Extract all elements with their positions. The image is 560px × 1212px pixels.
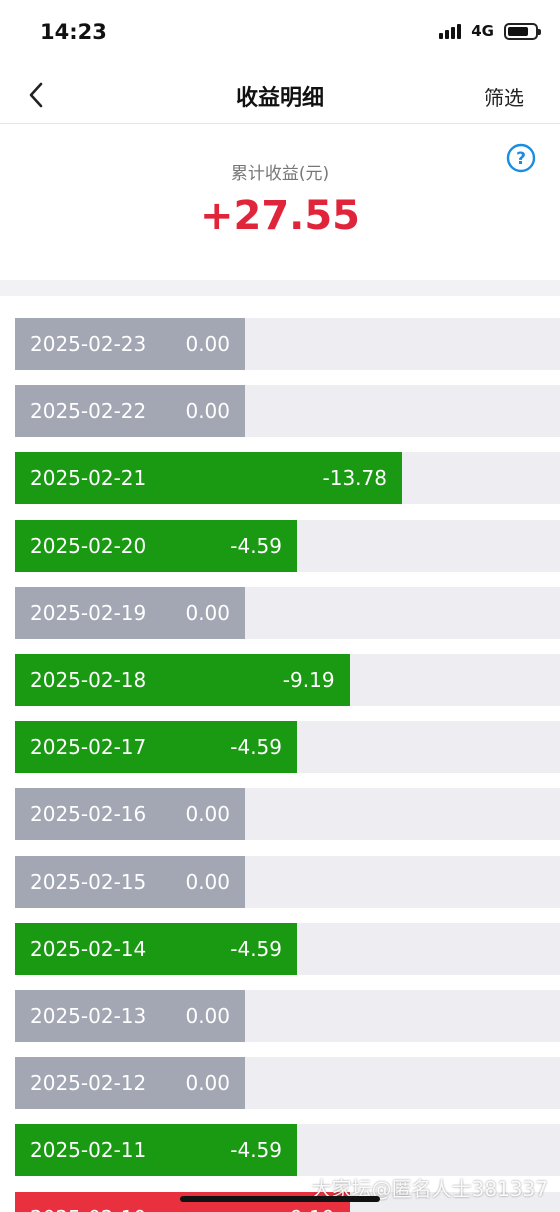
record-value: -4.59 bbox=[230, 936, 282, 961]
total-earnings-value: +27.55 bbox=[199, 193, 361, 239]
record-value: 9.19 bbox=[290, 1192, 335, 1212]
status-indicators: 4G bbox=[439, 22, 541, 40]
earnings-bar: 2025-02-19 0.00 bbox=[15, 586, 245, 639]
total-earnings-label: 累计收益(元) bbox=[230, 164, 330, 184]
list-item[interactable]: 2025-02-11 -4.59 bbox=[15, 1124, 560, 1177]
list-item[interactable]: 2025-02-23 0.00 bbox=[15, 318, 560, 370]
record-date: 2025-02-21 bbox=[30, 466, 147, 491]
record-date: 2025-02-18 bbox=[30, 668, 147, 692]
help-button[interactable]: ? bbox=[506, 143, 536, 173]
filter-button[interactable]: 筛选 bbox=[484, 86, 524, 110]
list-item[interactable]: 2025-02-17 -4.59 bbox=[15, 721, 560, 774]
network-type: 4G bbox=[471, 22, 494, 40]
list-item[interactable]: 2025-02-20 -4.59 bbox=[15, 519, 560, 572]
earnings-bar: 2025-02-16 0.00 bbox=[15, 788, 245, 841]
summary-card: 累计收益(元) +27.55 ? bbox=[0, 125, 560, 280]
record-value: -9.19 bbox=[282, 668, 335, 692]
list-item[interactable]: 2025-02-12 0.00 bbox=[15, 1057, 560, 1110]
earnings-bar: 2025-02-17 -4.59 bbox=[15, 721, 297, 774]
earnings-bar: 2025-02-14 -4.59 bbox=[15, 922, 297, 975]
nav-bar: 收益明细 筛选 bbox=[0, 66, 560, 124]
earnings-bar: 2025-02-20 -4.59 bbox=[15, 519, 297, 572]
earnings-bar: 2025-02-23 0.00 bbox=[15, 318, 245, 370]
section-divider bbox=[0, 280, 560, 296]
list-item[interactable]: 2025-02-19 0.00 bbox=[15, 586, 560, 639]
list-item[interactable]: 2025-02-13 0.00 bbox=[15, 990, 560, 1042]
record-date: 2025-02-12 bbox=[30, 1071, 147, 1096]
svg-text:?: ? bbox=[516, 149, 526, 169]
record-date: 2025-02-10 bbox=[30, 1192, 146, 1212]
record-date: 2025-02-14 bbox=[30, 936, 147, 961]
record-value: -13.78 bbox=[322, 466, 387, 491]
record-date: 2025-02-22 bbox=[30, 399, 147, 424]
record-value: 0.00 bbox=[185, 1071, 230, 1096]
record-date: 2025-02-20 bbox=[30, 533, 147, 558]
question-icon: ? bbox=[506, 143, 536, 173]
status-time: 14:23 bbox=[40, 20, 107, 44]
earnings-bar: 2025-02-18 -9.19 bbox=[15, 654, 350, 706]
record-value: 0.00 bbox=[185, 1004, 230, 1028]
earnings-bar: 2025-02-15 0.00 bbox=[15, 855, 245, 908]
battery-icon bbox=[504, 22, 541, 40]
record-date: 2025-02-13 bbox=[30, 1004, 147, 1028]
record-value: 0.00 bbox=[185, 332, 230, 356]
signal-icon bbox=[439, 23, 462, 39]
status-bar: 14:23 4G bbox=[0, 0, 560, 66]
record-date: 2025-02-11 bbox=[30, 1138, 147, 1163]
record-value: -4.59 bbox=[230, 533, 282, 558]
earnings-bar: 2025-02-22 0.00 bbox=[15, 385, 245, 438]
record-date: 2025-02-17 bbox=[30, 735, 147, 760]
earnings-bar: 2025-02-12 0.00 bbox=[15, 1057, 245, 1110]
chevron-left-icon bbox=[29, 82, 43, 108]
record-date: 2025-02-15 bbox=[30, 869, 147, 894]
record-value: -4.59 bbox=[230, 735, 282, 760]
record-date: 2025-02-16 bbox=[30, 802, 147, 827]
list-item[interactable]: 2025-02-22 0.00 bbox=[15, 385, 560, 438]
record-value: 0.00 bbox=[185, 869, 230, 894]
earnings-list: 2025-02-23 0.00 2025-02-22 0.00 2025-02-21 -1… bbox=[0, 296, 560, 1212]
record-date: 2025-02-19 bbox=[30, 600, 147, 625]
earnings-bar: 2025-02-13 0.00 bbox=[15, 990, 245, 1042]
page-title: 收益明细 bbox=[235, 86, 324, 111]
record-value: -4.59 bbox=[230, 1138, 282, 1163]
home-indicator bbox=[180, 1196, 380, 1202]
earnings-bar: 2025-02-11 -4.59 bbox=[15, 1124, 297, 1177]
earnings-bar: 2025-02-21 -13.78 bbox=[15, 452, 402, 505]
record-value: 0.00 bbox=[185, 600, 230, 625]
record-date: 2025-02-23 bbox=[30, 332, 147, 356]
list-item[interactable]: 2025-02-18 -9.19 bbox=[15, 654, 560, 706]
list-item[interactable]: 2025-02-16 0.00 bbox=[15, 788, 560, 841]
back-button[interactable] bbox=[22, 80, 52, 110]
list-item[interactable]: 2025-02-14 -4.59 bbox=[15, 922, 560, 975]
list-item[interactable]: 2025-02-21 -13.78 bbox=[15, 452, 560, 505]
record-value: 0.00 bbox=[185, 399, 230, 424]
list-item[interactable]: 2025-02-15 0.00 bbox=[15, 855, 560, 908]
record-value: 0.00 bbox=[185, 802, 230, 827]
